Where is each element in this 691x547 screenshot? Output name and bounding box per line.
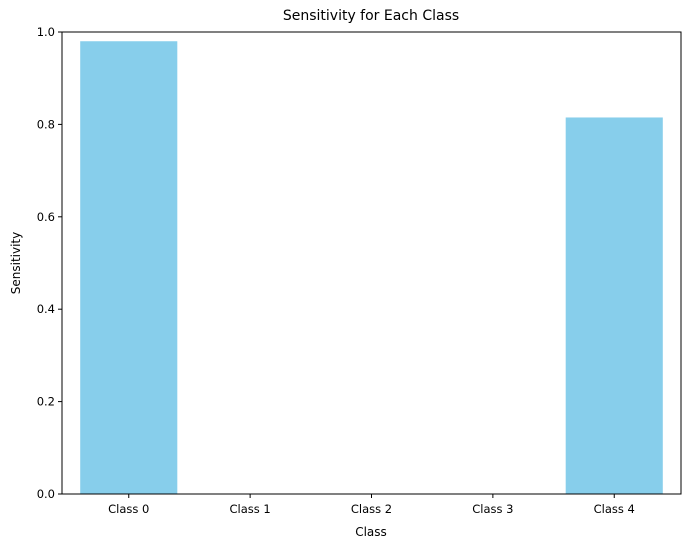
x-axis-label: Class: [355, 525, 387, 539]
y-axis-ticks: 0.0 0.2 0.4 0.6 0.8 1.0: [37, 25, 62, 501]
x-tick-label: Class 2: [351, 502, 392, 516]
x-tick-label: Class 3: [472, 502, 513, 516]
y-tick-label: 0.2: [37, 395, 55, 409]
x-tick-label: Class 1: [230, 502, 271, 516]
y-tick-label: 0.4: [37, 302, 55, 316]
y-axis-label: Sensitivity: [9, 232, 23, 294]
y-tick-label: 1.0: [37, 25, 55, 39]
x-tick-label: Class 4: [594, 502, 635, 516]
y-tick-label: 0.8: [37, 117, 55, 131]
bars-group: [80, 41, 663, 495]
plot-frame: [61, 31, 682, 495]
y-tick-label: 0.6: [37, 210, 55, 224]
bar-class-0: [80, 41, 178, 495]
x-tick-label: Class 0: [108, 502, 149, 516]
chart-title: Sensitivity for Each Class: [283, 8, 459, 24]
bar-class-4: [565, 117, 663, 494]
y-tick-label: 0.0: [37, 487, 55, 501]
x-axis-ticks: Class 0 Class 1 Class 2 Class 3 Class 4: [108, 494, 635, 516]
